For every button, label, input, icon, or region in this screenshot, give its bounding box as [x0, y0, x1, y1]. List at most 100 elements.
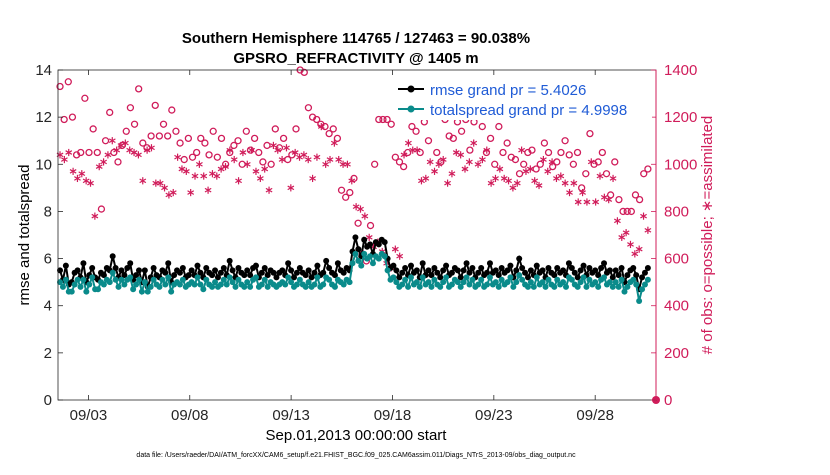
- obs-assimilated-point: [274, 146, 282, 154]
- obs-possible-point: [151, 101, 159, 110]
- totalspread-point: [469, 276, 476, 283]
- totalspread-point: [293, 281, 300, 288]
- totalspread-point: [542, 283, 549, 290]
- rmse-point: [402, 265, 409, 271]
- obs-assimilated-point: [287, 184, 295, 192]
- obs-assimilated-point: [539, 155, 547, 164]
- rmse-point: [551, 272, 558, 279]
- rmse-point: [457, 274, 464, 281]
- obs-possible-point: [424, 137, 433, 145]
- totalspread-point: [168, 288, 175, 295]
- legend-marker-rmse: [407, 85, 415, 93]
- rmse-point: [507, 262, 514, 269]
- totalspread-point: [80, 276, 87, 283]
- obs-possible-point: [176, 139, 184, 147]
- totalspread-point: [384, 267, 391, 274]
- totalspread-point: [595, 283, 602, 290]
- obs-assimilated-point: [544, 167, 552, 175]
- rmse-point: [150, 265, 157, 271]
- totalspread-point: [492, 279, 499, 286]
- rmse-point: [235, 265, 242, 271]
- obs-assimilated-point: [239, 148, 247, 157]
- obs-possible-point: [532, 165, 540, 173]
- obs-possible-point: [457, 127, 466, 135]
- obs-assimilated-point: [169, 188, 177, 197]
- totalspread-point: [71, 281, 78, 288]
- totalspread-point: [466, 281, 473, 288]
- obs-assimilated-point: [622, 229, 630, 237]
- obs-assimilated-point: [483, 146, 491, 154]
- totalspread-point: [361, 250, 368, 257]
- obs-possible-point: [271, 125, 279, 133]
- totalspread-point: [624, 283, 631, 290]
- obs-possible-point: [192, 148, 201, 157]
- rmse-point: [601, 260, 608, 267]
- rmse-point: [179, 265, 186, 271]
- totalspread-point: [130, 286, 137, 293]
- totalspread-point: [545, 276, 552, 283]
- totalspread-point: [320, 281, 327, 288]
- obs-assimilated-point: [344, 160, 351, 168]
- totalspread-point: [241, 283, 248, 290]
- totalspread-point: [203, 276, 210, 283]
- rmse-point: [279, 267, 286, 274]
- obs-possible-point: [85, 148, 93, 157]
- obs-assimilated-point: [148, 144, 155, 152]
- obs-possible-point: [304, 104, 313, 112]
- totalspread-point: [118, 276, 125, 283]
- axes-layer: 09/03 09/08 09/13 09/18 09/23 09/28 0 2 4 6 8 10 12 1…: [35, 62, 697, 424]
- rmse-point: [355, 246, 362, 253]
- rmse-point: [273, 274, 280, 281]
- obs-possible-point: [395, 158, 404, 166]
- totalspread-point: [615, 283, 622, 290]
- obs-assimilated-point: [87, 179, 94, 187]
- totalspread-point: [349, 260, 356, 267]
- rmse-point: [89, 265, 96, 271]
- rmse-point: [495, 272, 502, 279]
- totalspread-point: [630, 276, 637, 283]
- totalspread-point: [141, 279, 148, 286]
- y-right-tick-label: 400: [664, 298, 689, 315]
- rmse-point: [615, 272, 622, 279]
- obs-possible-point: [540, 139, 549, 147]
- totalspread-point: [235, 276, 242, 283]
- y-axis-label-right: # of obs: o=possible; ∗=assimilated: [699, 116, 716, 355]
- obs-possible-point: [586, 129, 594, 138]
- obs-possible-point: [168, 106, 176, 114]
- obs-possible-point: [573, 148, 582, 157]
- rmse-point: [57, 267, 64, 274]
- obs-assimilated-point: [204, 186, 212, 194]
- rmse-point: [565, 260, 572, 267]
- y-left-tick-label: 8: [44, 203, 52, 220]
- totalspread-point: [331, 283, 338, 290]
- totalspread-point: [407, 274, 414, 281]
- obs-assimilated-point: [243, 160, 251, 168]
- rmse-point: [612, 267, 619, 274]
- totalspread-point: [200, 286, 207, 293]
- rmse-point: [437, 274, 444, 281]
- totalspread-point: [580, 274, 587, 281]
- totalspread-point: [440, 279, 447, 286]
- rmse-point: [431, 265, 438, 271]
- rmse-point: [396, 274, 403, 281]
- obs-assimilated-point: [265, 186, 273, 194]
- obs-possible-point: [598, 148, 607, 157]
- rmse-point: [486, 260, 493, 267]
- totalspread-point: [296, 276, 303, 283]
- obs-assimilated-point: [261, 165, 269, 173]
- totalspread-point: [77, 283, 84, 290]
- obs-possible-point: [184, 134, 193, 143]
- obs-possible-point: [515, 170, 524, 178]
- totalspread-point: [612, 279, 619, 286]
- totalspread-point: [636, 298, 643, 304]
- obs-assimilated-point: [269, 141, 277, 150]
- rmse-point: [580, 262, 587, 269]
- obs-assimilated-point: [187, 188, 195, 197]
- obs-assimilated-point: [592, 198, 600, 206]
- obs-possible-point: [135, 85, 143, 93]
- obs-possible-point: [433, 148, 441, 157]
- rmse-point: [425, 267, 432, 274]
- totalspread-point: [223, 281, 230, 288]
- obs-assimilated-point: [222, 163, 229, 171]
- totalspread-point: [352, 250, 359, 257]
